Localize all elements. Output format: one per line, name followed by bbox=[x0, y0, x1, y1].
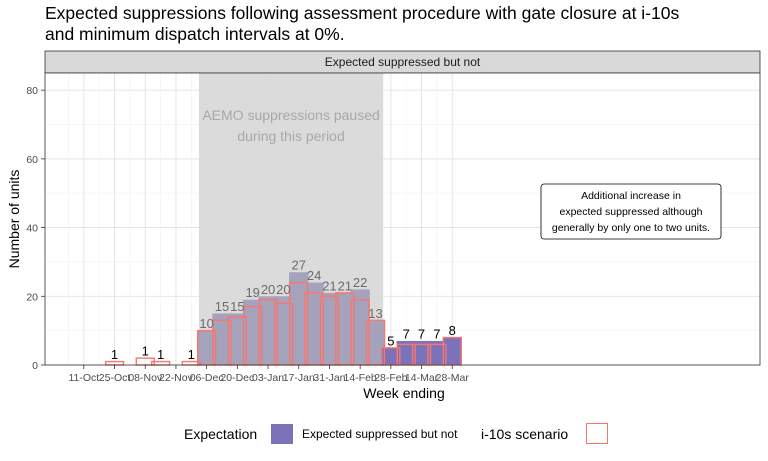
data-label-31-Jan: 21 bbox=[322, 278, 336, 293]
data-label-20-Dec: 15 bbox=[230, 299, 244, 314]
data-label-06-Dec: 10 bbox=[199, 316, 213, 331]
annotation-text-3: generally by only one to two units. bbox=[552, 222, 710, 234]
bar-expected-27-Dec bbox=[243, 299, 263, 365]
data-label-03-Jan: 20 bbox=[261, 282, 275, 297]
x-tick-label-11-Oct: 11-Oct bbox=[68, 372, 99, 384]
bar-expected-07-Mar bbox=[396, 340, 416, 365]
bar-expected-07-Feb bbox=[335, 292, 355, 365]
legend-label-expected: Expected suppressed but not bbox=[302, 427, 458, 441]
bar-expected-14-Feb bbox=[350, 289, 370, 365]
y-axis-title: Number of units bbox=[6, 170, 22, 269]
y-tick-label-40: 40 bbox=[26, 223, 38, 235]
x-tick-label-31-Jan: 31-Jan bbox=[313, 372, 345, 384]
legend-label-scenario: i-10s scenario bbox=[481, 426, 569, 442]
bar-expected-03-Jan bbox=[258, 296, 278, 365]
bar-expected-14-Mar bbox=[411, 340, 432, 365]
annotation-text-1: Additional increase in bbox=[581, 190, 681, 202]
data-label-28-Mar: 8 bbox=[449, 323, 456, 338]
y-tick-label-80: 80 bbox=[26, 85, 38, 97]
facet-strip-label: Expected suppressed but not bbox=[325, 55, 481, 69]
bar-expected-06-Dec bbox=[197, 330, 217, 365]
bar-expected-31-Jan bbox=[319, 292, 340, 365]
data-label-28-Feb: 5 bbox=[387, 333, 394, 348]
x-tick-label-03-Jan: 03-Jan bbox=[252, 372, 284, 384]
data-label-17-Jan: 27 bbox=[292, 258, 306, 273]
x-tick-label-17-Jan: 17-Jan bbox=[283, 372, 315, 384]
bar-chart: Expected suppressed but not AEMO suppress… bbox=[6, 50, 761, 401]
chart-title-line-2: and minimum dispatch intervals at 0%. bbox=[45, 24, 345, 44]
x-tick-label-22-Nov: 22-Nov bbox=[159, 372, 194, 384]
bar-expected-21-Feb bbox=[365, 320, 386, 365]
bar-expected-21-Mar bbox=[427, 340, 447, 365]
x-tick-label-28-Feb: 28-Feb bbox=[374, 372, 407, 384]
annotation-box bbox=[540, 183, 722, 240]
paused-region-label-2: during this period bbox=[237, 128, 344, 144]
bar-expected-13-Dec bbox=[212, 313, 232, 365]
bar-expected-20-Dec bbox=[227, 313, 247, 365]
panel-border bbox=[44, 72, 761, 366]
x-tick-label-20-Dec: 20-Dec bbox=[220, 372, 254, 384]
data-label-13-Dec: 15 bbox=[215, 299, 229, 314]
bar-expected-17-Jan bbox=[289, 272, 309, 365]
bar-expected-24-Jan bbox=[304, 282, 324, 365]
x-tick-label-25-Oct: 25-Oct bbox=[99, 372, 131, 384]
data-label-24-Jan: 24 bbox=[307, 268, 321, 283]
x-axis-title: Week ending bbox=[363, 385, 444, 401]
data-label-10-Jan: 20 bbox=[276, 282, 290, 297]
chart-title: Expected suppressions following assessme… bbox=[45, 3, 760, 45]
legend-swatch-expected bbox=[271, 424, 293, 444]
y-tick-label-20: 20 bbox=[26, 291, 38, 303]
data-label-07-Mar: 7 bbox=[403, 326, 410, 341]
legend: Expectation Expected suppressed but not … bbox=[0, 420, 768, 450]
data-label-15-Nov: 1 bbox=[157, 347, 164, 362]
data-label-21-Mar: 7 bbox=[433, 326, 440, 341]
legend-title: Expectation bbox=[184, 426, 258, 442]
x-tick-label-06-Dec: 06-Dec bbox=[190, 372, 224, 384]
x-tick-label-28-Mar: 28-Mar bbox=[436, 372, 470, 384]
y-tick-label-0: 0 bbox=[32, 360, 38, 372]
chart-title-line-1: Expected suppressions following assessme… bbox=[45, 3, 680, 23]
x-tick-label-14-Mar: 14-Mar bbox=[405, 372, 439, 384]
x-tick-label-14-Feb: 14-Feb bbox=[344, 372, 377, 384]
data-label-25-Oct: 1 bbox=[111, 347, 118, 362]
bar-expected-28-Feb bbox=[381, 347, 401, 365]
data-label-14-Mar: 7 bbox=[418, 326, 425, 341]
y-tick-label-60: 60 bbox=[26, 154, 38, 166]
legend-swatch-scenario bbox=[586, 423, 608, 444]
bar-expected-10-Jan bbox=[273, 296, 294, 365]
annotation-text-2: expected suppressed although bbox=[559, 206, 702, 218]
data-label-14-Feb: 22 bbox=[353, 275, 367, 290]
data-label-21-Feb: 13 bbox=[368, 306, 382, 321]
x-tick-label-08-Nov: 08-Nov bbox=[128, 372, 163, 384]
data-label-27-Dec: 19 bbox=[245, 285, 259, 300]
data-label-29-Nov: 1 bbox=[188, 347, 195, 362]
paused-region-label-1: AEMO suppressions paused bbox=[202, 107, 379, 123]
data-label-08-Nov: 1 bbox=[142, 344, 149, 359]
bar-expected-28-Mar bbox=[442, 337, 462, 365]
data-label-07-Feb: 21 bbox=[338, 278, 352, 293]
